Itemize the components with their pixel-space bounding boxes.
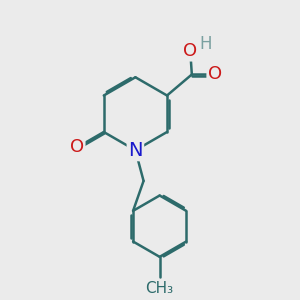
Text: H: H <box>199 35 212 53</box>
Text: O: O <box>183 42 197 60</box>
Text: CH₃: CH₃ <box>146 281 174 296</box>
Text: O: O <box>208 65 222 83</box>
Text: O: O <box>70 138 84 156</box>
Text: N: N <box>128 141 142 160</box>
